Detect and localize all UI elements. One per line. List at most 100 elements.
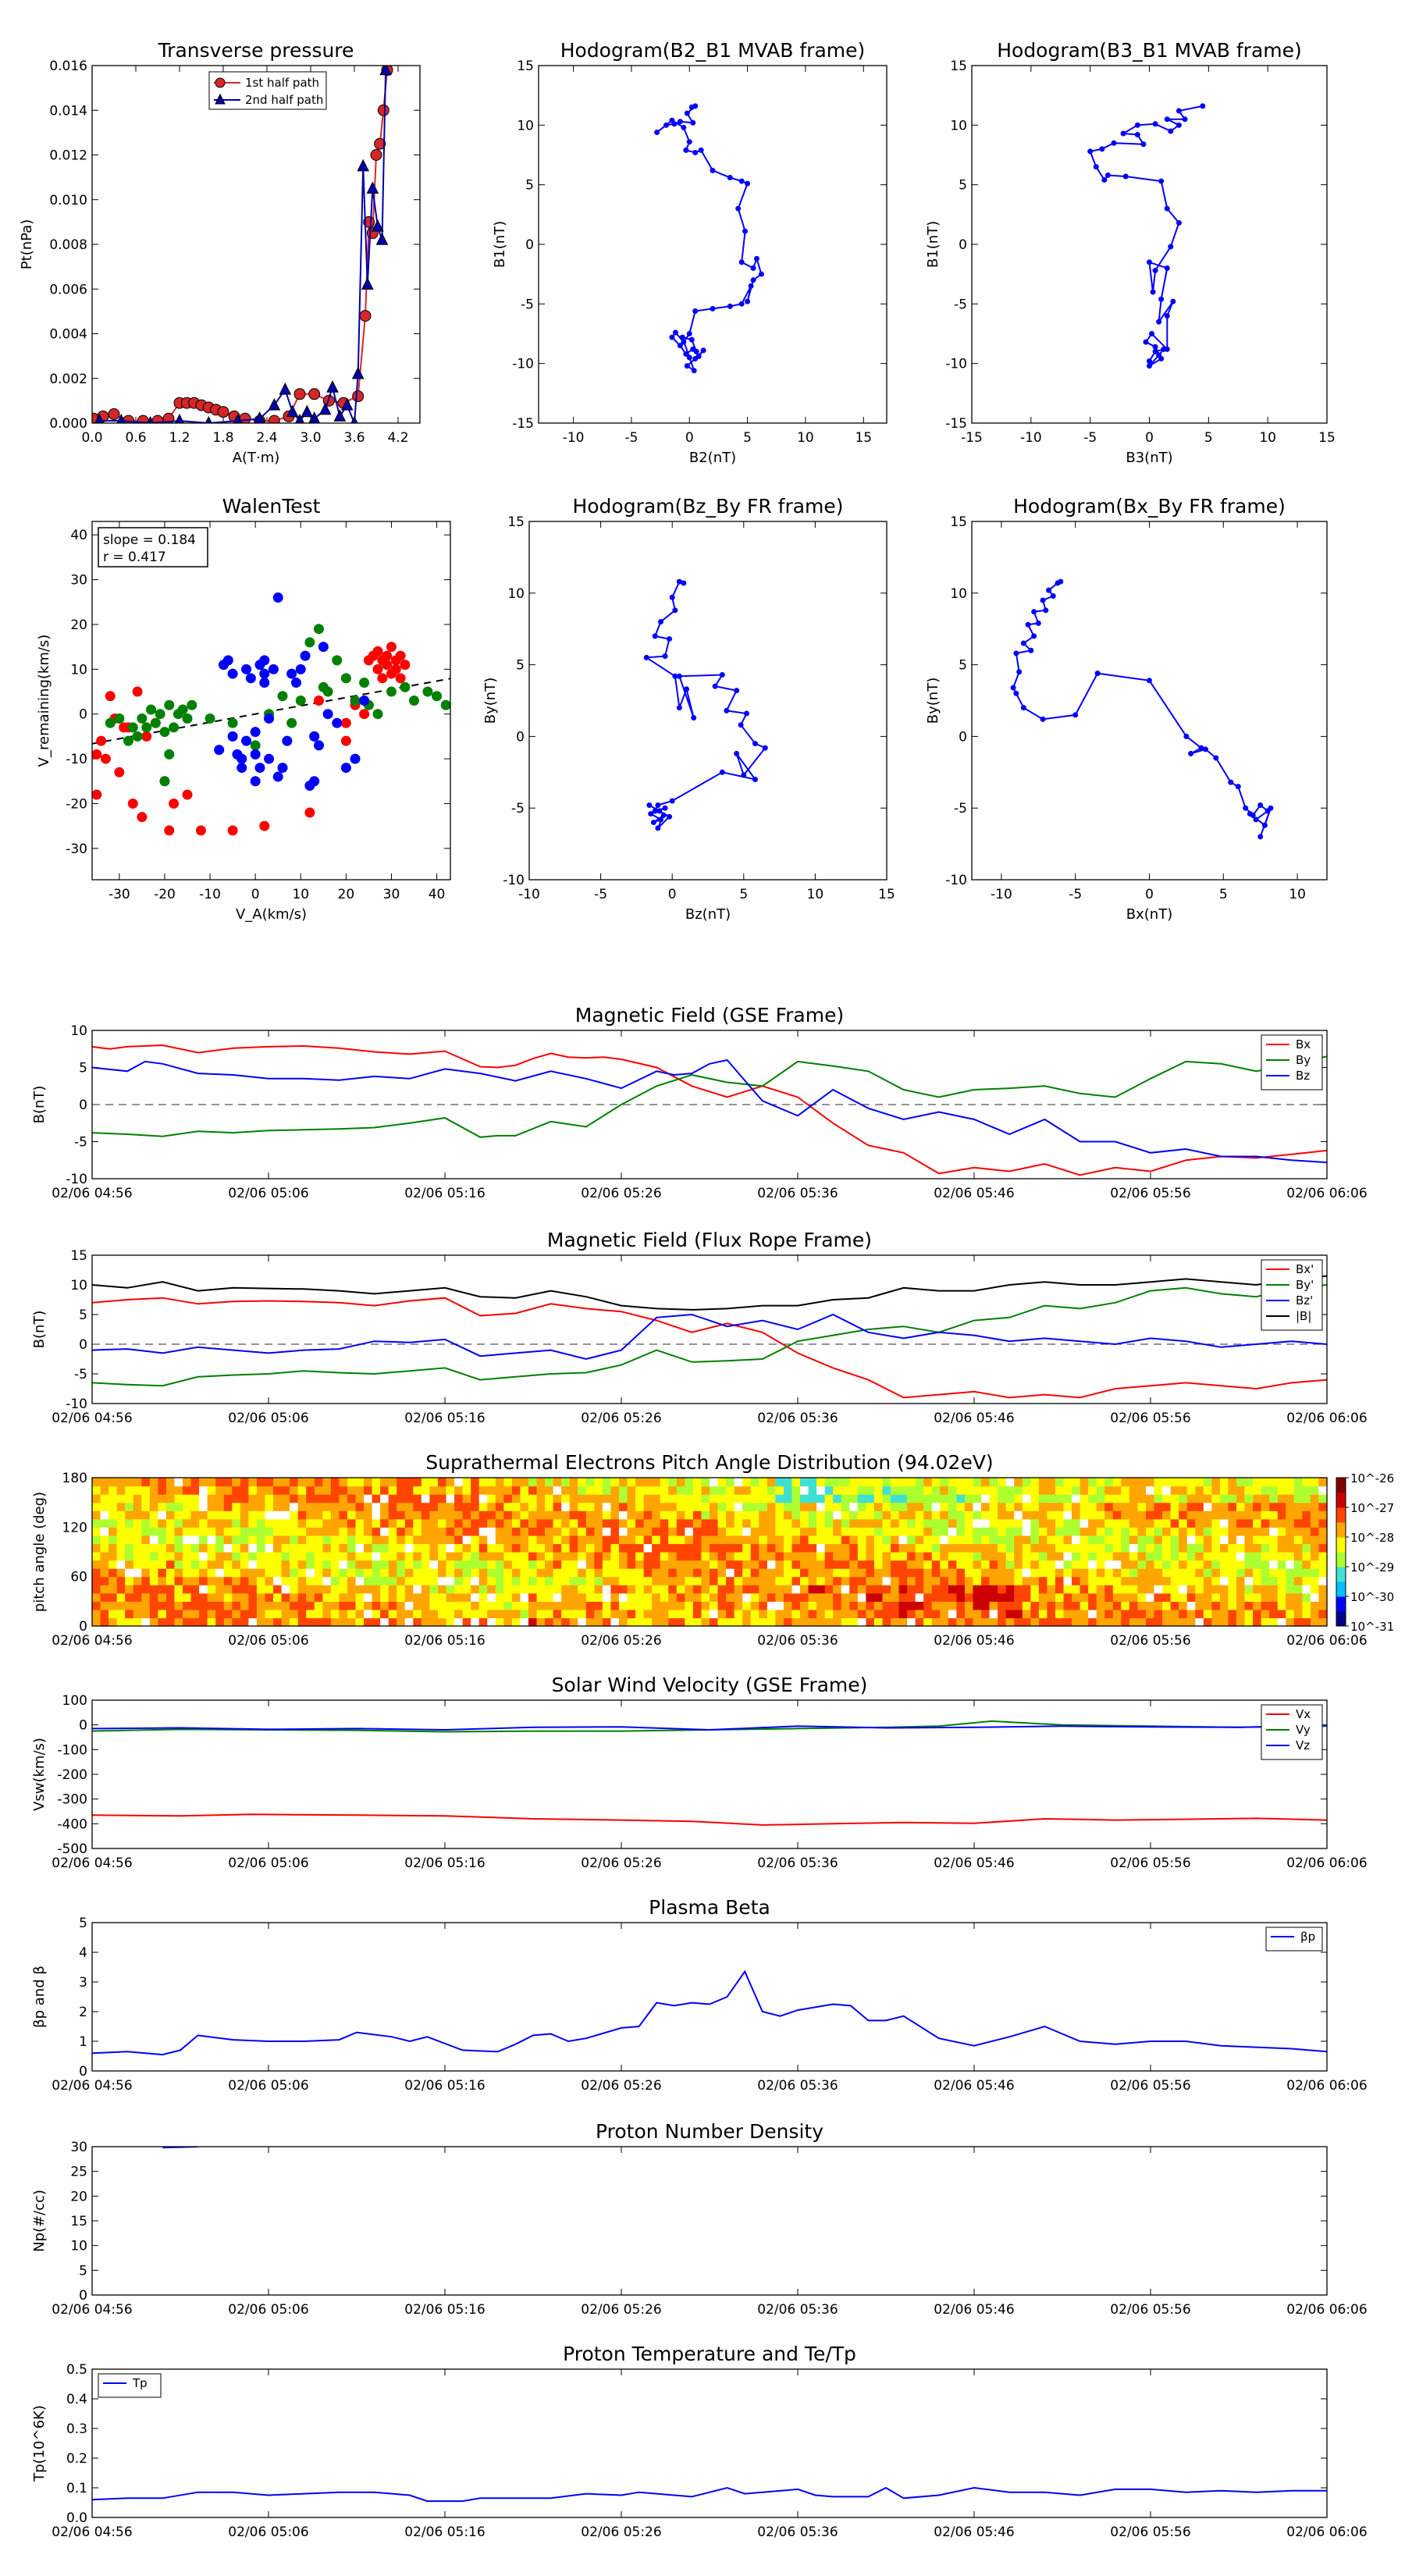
heatmap-cell (404, 1560, 414, 1569)
hodogram_b3_b1-trace-point (1152, 343, 1158, 350)
heatmap-cell (183, 1617, 192, 1627)
heatmap-cell (545, 1576, 554, 1585)
x-tick-label: 02/06 05:26 (581, 1186, 661, 1201)
legend-label: 1st half path (245, 76, 319, 90)
heatmap-cell (223, 1535, 233, 1545)
y-tick-label: 0.014 (49, 103, 87, 119)
heatmap-cell (1302, 1601, 1311, 1610)
heatmap-cell (1162, 1535, 1172, 1545)
heatmap-cell (520, 1518, 529, 1528)
heatmap-cell (108, 1576, 118, 1585)
heatmap-cell (618, 1576, 628, 1585)
y-tick-label: 0 (79, 1098, 87, 1113)
heatmap-cell (775, 1543, 784, 1553)
heatmap-cell (1096, 1535, 1105, 1545)
heatmap-cell (1072, 1485, 1081, 1495)
heatmap-cell (273, 1527, 283, 1536)
heatmap-cell (511, 1617, 521, 1627)
heatmap-cell (1137, 1478, 1147, 1487)
heatmap-cell (1195, 1478, 1204, 1487)
heatmap-cell (857, 1552, 866, 1561)
heatmap-cell (1244, 1502, 1254, 1511)
heatmap-cell (1137, 1617, 1147, 1627)
hodogram_b2_b1-trace-point (684, 363, 690, 369)
heatmap-cell (931, 1543, 941, 1553)
heatmap-cell (1228, 1494, 1237, 1503)
heatmap-cell (923, 1592, 933, 1602)
heatmap-cell (380, 1617, 389, 1627)
heatmap-cell (602, 1592, 612, 1602)
heatmap-cell (998, 1560, 1007, 1569)
heatmap-cell (676, 1601, 685, 1610)
heatmap-cell (1186, 1576, 1196, 1585)
heatmap-cell (149, 1560, 158, 1569)
x-tick-label: 02/06 05:46 (934, 2524, 1014, 2540)
heatmap-cell (553, 1601, 562, 1610)
heatmap-cell (791, 1617, 801, 1627)
heatmap-cell (183, 1502, 192, 1511)
hodogram_bz_by-trace-point (667, 636, 673, 642)
pressure-series-1-point (351, 366, 365, 379)
heatmap-cell (495, 1560, 504, 1569)
hodogram_b2_b1-trace-point (753, 255, 759, 262)
heatmap-cell (149, 1609, 158, 1619)
heatmap-cell (1286, 1568, 1295, 1578)
heatmap-cell (701, 1560, 710, 1569)
heatmap-cell (232, 1527, 241, 1536)
heatmap-cell (520, 1601, 529, 1610)
heatmap-cell (734, 1617, 743, 1627)
heatmap-cell (759, 1552, 768, 1561)
heatmap-cell (1129, 1527, 1139, 1536)
heatmap-cell (866, 1494, 875, 1503)
heatmap-cell (710, 1552, 719, 1561)
heatmap-cell (998, 1518, 1007, 1528)
heatmap-cell (783, 1527, 793, 1536)
vsw-series-1-line (92, 1720, 1327, 1733)
heatmap-cell (495, 1502, 504, 1511)
heatmap-cell (800, 1560, 809, 1569)
heatmap-cell (1154, 1510, 1163, 1520)
heatmap-cell (833, 1518, 842, 1528)
heatmap-cell (701, 1527, 710, 1536)
heatmap-cell (1080, 1478, 1089, 1487)
heatmap-cell (660, 1518, 669, 1528)
heatmap-cell (347, 1518, 357, 1528)
heatmap-cell (1261, 1485, 1270, 1495)
hodogram_b2_b1-trace-point (698, 147, 704, 153)
heatmap-cell (660, 1552, 669, 1561)
heatmap-cell (717, 1510, 727, 1520)
heatmap-cell (652, 1527, 661, 1536)
heatmap-cell (898, 1543, 908, 1553)
heatmap-cell (322, 1478, 332, 1487)
heatmap-cell (898, 1552, 908, 1561)
heatmap-cell (355, 1478, 365, 1487)
heatmap-cell (578, 1617, 587, 1627)
heatmap-cell (1310, 1617, 1320, 1627)
heatmap-cell (998, 1609, 1007, 1619)
heatmap-cell (833, 1617, 842, 1627)
heatmap-cell (652, 1502, 661, 1511)
heatmap-cell (273, 1543, 283, 1553)
heatmap-cell (314, 1609, 323, 1619)
heatmap-cell (701, 1601, 710, 1610)
heatmap-cell (1203, 1527, 1212, 1536)
heatmap-cell (726, 1543, 735, 1553)
heatmap-cell (553, 1478, 562, 1487)
x-axis-label: B3(nT) (1126, 450, 1172, 466)
heatmap-cell (1038, 1543, 1048, 1553)
heatmap-cell (380, 1568, 389, 1578)
walen-point (382, 650, 393, 661)
heatmap-cell (223, 1478, 233, 1487)
heatmap-cell (290, 1527, 299, 1536)
heatmap-cell (1121, 1576, 1130, 1585)
hodogram_b3_b1-trace-point (1152, 268, 1158, 274)
heatmap-cell (1030, 1560, 1040, 1569)
x-tick-label: 02/06 04:56 (52, 1633, 132, 1649)
heatmap-cell (1277, 1617, 1286, 1627)
heatmap-cell (907, 1568, 916, 1578)
x-tick-label: 02/06 05:06 (228, 2524, 308, 2540)
heatmap-cell (1104, 1560, 1114, 1569)
heatmap-cell (931, 1510, 941, 1520)
heatmap-cell (306, 1568, 315, 1578)
heatmap-cell (1203, 1485, 1212, 1495)
